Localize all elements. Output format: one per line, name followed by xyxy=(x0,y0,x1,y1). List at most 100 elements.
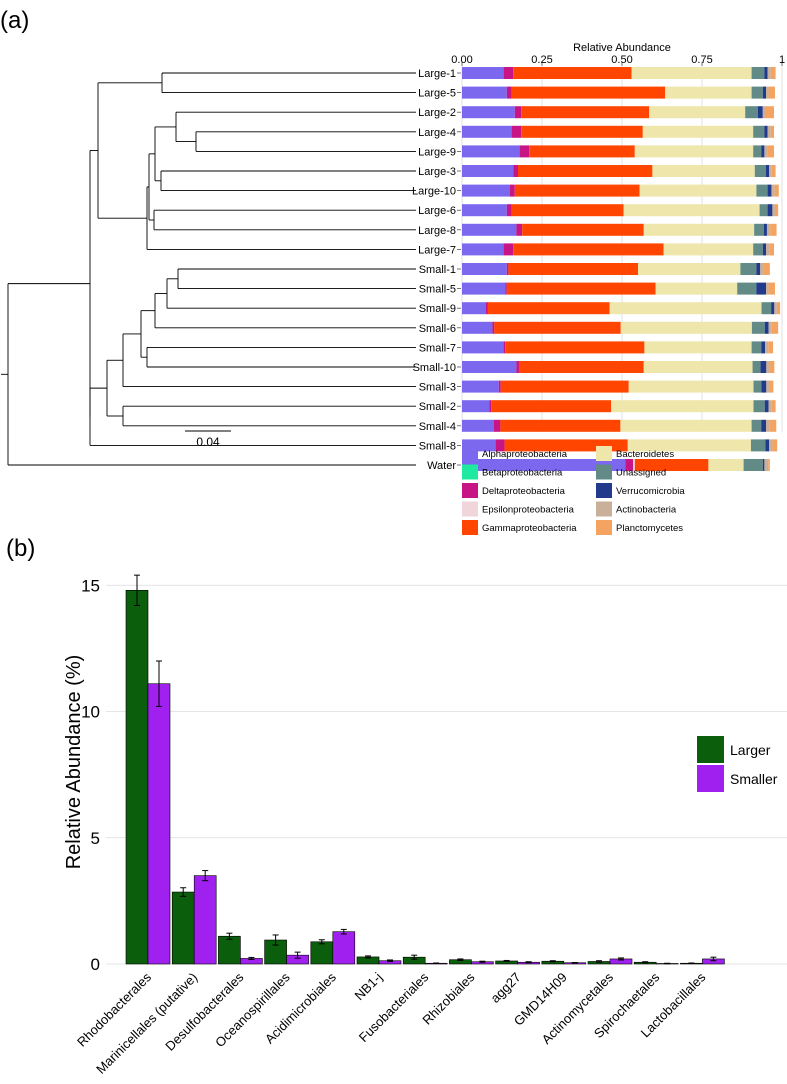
stacked-bar-segment xyxy=(751,86,763,99)
stacked-bar-segment xyxy=(634,459,709,471)
stacked-bar-segment xyxy=(513,243,664,256)
tree-scale-bar: 0.04 xyxy=(185,430,231,449)
chart-a-row-label: Large-10 xyxy=(412,186,456,198)
stacked-bar-segment xyxy=(763,223,767,236)
stacked-bar-segment xyxy=(764,125,768,138)
stacked-bar-segment xyxy=(762,243,766,256)
stacked-bar-segment xyxy=(494,321,621,334)
legend-swatch xyxy=(596,483,612,498)
stacked-bar-segment xyxy=(506,282,656,295)
stacked-bar-segment xyxy=(765,439,770,452)
stacked-bar-segment xyxy=(760,263,764,275)
stacked-bar-segment xyxy=(521,106,650,119)
legend-label: Verrucomicrobia xyxy=(616,486,685,497)
panel-b-label: (b) xyxy=(6,535,35,562)
stacked-bar-segment xyxy=(506,263,509,275)
stacked-bar-segment xyxy=(462,125,512,138)
stacked-bar-segment xyxy=(766,361,770,373)
stacked-bar-segment xyxy=(751,341,762,354)
stacked-bar-segment xyxy=(462,106,515,119)
stacked-bar-segment xyxy=(522,223,644,236)
chart-a-row-label: Large-5 xyxy=(418,88,456,100)
stacked-bar-segment xyxy=(508,263,638,275)
chart-b-bar xyxy=(193,875,217,965)
chart-b-ytick-label: 10 xyxy=(81,703,100,722)
stacked-bar-segment xyxy=(756,184,768,197)
stacked-bar-segment xyxy=(771,165,776,177)
legend-label: Epsilonproteobacteria xyxy=(482,505,575,516)
stacked-bar-segment xyxy=(751,419,762,432)
stacked-bar-segment xyxy=(769,243,774,256)
chart-b-ylabel: Relative Abundance (%) xyxy=(63,655,85,870)
stacked-bar-segment xyxy=(766,165,770,177)
stacked-bar-segment xyxy=(462,67,504,79)
stacked-bar-segment xyxy=(761,380,767,393)
stacked-bar-segment xyxy=(751,67,765,79)
stacked-bar-segment xyxy=(511,204,624,217)
stacked-bar-segment xyxy=(486,302,488,315)
stacked-bar-segment xyxy=(774,302,777,315)
legend-label: Betaproteobacteria xyxy=(482,468,563,479)
stacked-bar-segment xyxy=(772,439,778,452)
stacked-bar-segment xyxy=(487,302,610,315)
stacked-bar-segment xyxy=(611,400,754,413)
legend-swatch xyxy=(596,501,612,517)
chart-a-tick-label: 0.50 xyxy=(611,54,632,66)
stacked-bar-segment xyxy=(768,86,775,99)
stacked-bar-segment xyxy=(462,380,499,393)
stacked-bar-segment xyxy=(758,106,763,119)
stacked-bar-segment xyxy=(462,204,507,217)
stacked-bar-segment xyxy=(500,380,629,393)
legend-swatch xyxy=(596,464,612,480)
stacked-bar-segment xyxy=(767,67,771,79)
stacked-bar-segment xyxy=(745,106,758,119)
stacked-bar-segment xyxy=(768,400,772,413)
stacked-bar-segment xyxy=(462,459,626,471)
stacked-bar-segment xyxy=(753,125,765,138)
legend-label: Alphaproteobacteria xyxy=(482,449,568,460)
chart-b-category-label: Desulfobacterales xyxy=(162,969,247,1054)
stacked-bar-segment xyxy=(772,204,775,217)
stacked-bar-segment xyxy=(511,86,666,99)
stacked-bar-segment xyxy=(766,419,770,432)
dendrogram xyxy=(1,72,416,466)
stacked-bar-segment xyxy=(762,86,766,99)
stacked-bar-segment xyxy=(756,263,761,275)
stacked-bar-segment xyxy=(519,145,530,158)
stacked-bar-segment xyxy=(462,341,504,354)
stacked-bar-segment xyxy=(766,282,769,295)
stacked-bar-segment xyxy=(769,419,777,432)
stacked-bar-segment xyxy=(753,400,765,413)
stacked-bar-segment xyxy=(518,165,653,177)
legend-swatch xyxy=(462,501,478,517)
stacked-bar-segment xyxy=(743,459,763,471)
stacked-bar-segment xyxy=(766,106,774,119)
chart-a-row-label: Small-1 xyxy=(419,264,456,276)
chart-a-row-label: Large-7 xyxy=(418,244,456,256)
legend-swatch xyxy=(462,464,478,480)
stacked-bar-segment xyxy=(513,165,518,177)
stacked-bar-segment xyxy=(761,302,772,315)
stacked-bar-segment xyxy=(754,165,766,177)
stacked-bar-segment xyxy=(768,321,772,334)
chart-a-tick-label: 1 xyxy=(779,54,785,66)
stacked-bar-segment xyxy=(769,439,773,452)
chart-a-row-label: Large-3 xyxy=(418,166,456,178)
relative-abundance-stacked-chart: Relative Abundance 0.00 0.25 0.50 0.75 1 Large… xyxy=(412,42,785,472)
stacked-bar-segment xyxy=(754,223,764,236)
stacked-bar-segment xyxy=(751,321,765,334)
chart-b-category-label: NB1-j xyxy=(352,969,386,1003)
stacked-bar-segment xyxy=(752,361,761,373)
stacked-bar-segment xyxy=(462,419,494,432)
stacked-bar-segment xyxy=(462,223,517,236)
stacked-bar-segment xyxy=(770,223,777,236)
stacked-bar-segment xyxy=(500,419,621,432)
stacked-bar-segment xyxy=(628,380,754,393)
chart-a-row-label: Small-5 xyxy=(419,284,456,296)
stacked-bar-segment xyxy=(771,321,779,334)
stacked-bar-segment xyxy=(489,400,492,413)
stacked-bar-segment xyxy=(771,302,775,315)
stacked-bar-segment xyxy=(462,184,510,197)
